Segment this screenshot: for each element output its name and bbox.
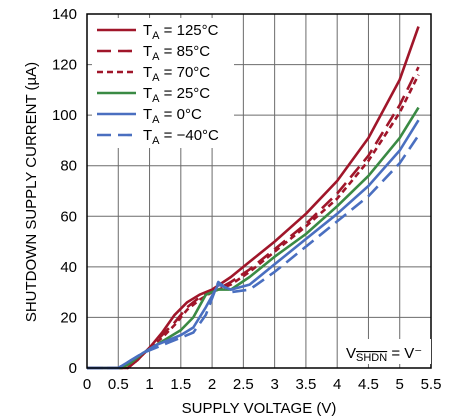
axes — [86, 13, 432, 369]
legend-label: TA = 85°C — [143, 43, 210, 63]
annotation: VSHDN = V⁻ — [343, 339, 431, 364]
series-layer — [87, 26, 420, 370]
annotation-prefix: V — [346, 345, 356, 362]
x-tick-label: 5.5 — [421, 376, 442, 393]
x-tick-label: 4 — [333, 376, 341, 393]
x-tick-label: 5 — [396, 376, 404, 393]
plot-frame — [86, 13, 432, 369]
x-axis-label: SUPPLY VOLTAGE (V) — [182, 400, 337, 417]
x-tick-label: 4.5 — [358, 376, 379, 393]
x-tick-label: 2.5 — [233, 376, 254, 393]
y-tick-label: 60 — [60, 208, 77, 225]
series-line — [87, 134, 420, 370]
annotation-background — [343, 339, 431, 364]
x-tick-label: 1.5 — [170, 376, 191, 393]
x-tick-label: 0.5 — [108, 376, 129, 393]
y-tick-label: 120 — [52, 57, 77, 74]
y-tick-label: 0 — [69, 360, 77, 377]
legend-label: TA = 25°C — [143, 85, 210, 105]
legend-label: TA = 0°C — [143, 106, 202, 126]
x-tick-label: 0 — [83, 376, 91, 393]
legend-label: TA = −40°C — [143, 127, 219, 147]
y-tick-label: 20 — [60, 309, 77, 326]
legend: TA = 125°CTA = 85°CTA = 70°CTA = 25°CTA … — [92, 18, 234, 148]
y-axis-label: SHUTDOWN SUPPLY CURRENT (µA) — [23, 62, 40, 322]
x-tick-label: 3 — [270, 376, 278, 393]
x-tick-label: 2 — [208, 376, 216, 393]
legend-label: TA = 125°C — [143, 22, 219, 42]
y-tick-label: 100 — [52, 107, 77, 124]
annotation-suffix: = V⁻ — [387, 345, 422, 362]
x-tick-label: 1 — [145, 376, 153, 393]
legend-label: TA = 70°C — [143, 64, 210, 84]
x-tick-label: 3.5 — [295, 376, 316, 393]
legend-background — [92, 18, 234, 148]
y-tick-label: 40 — [60, 259, 77, 276]
annotation-text: VSHDN = V⁻ — [346, 345, 422, 364]
y-tick-label: 80 — [60, 158, 77, 175]
tick-labels: 0 0.5 1 1.5 2 2.5 3 3.5 4 4.5 5 5.5 0 20 40 60 80 100 120 1… — [52, 6, 441, 393]
annotation-sub: SHDN — [356, 352, 387, 364]
y-tick-label: 140 — [52, 6, 77, 23]
